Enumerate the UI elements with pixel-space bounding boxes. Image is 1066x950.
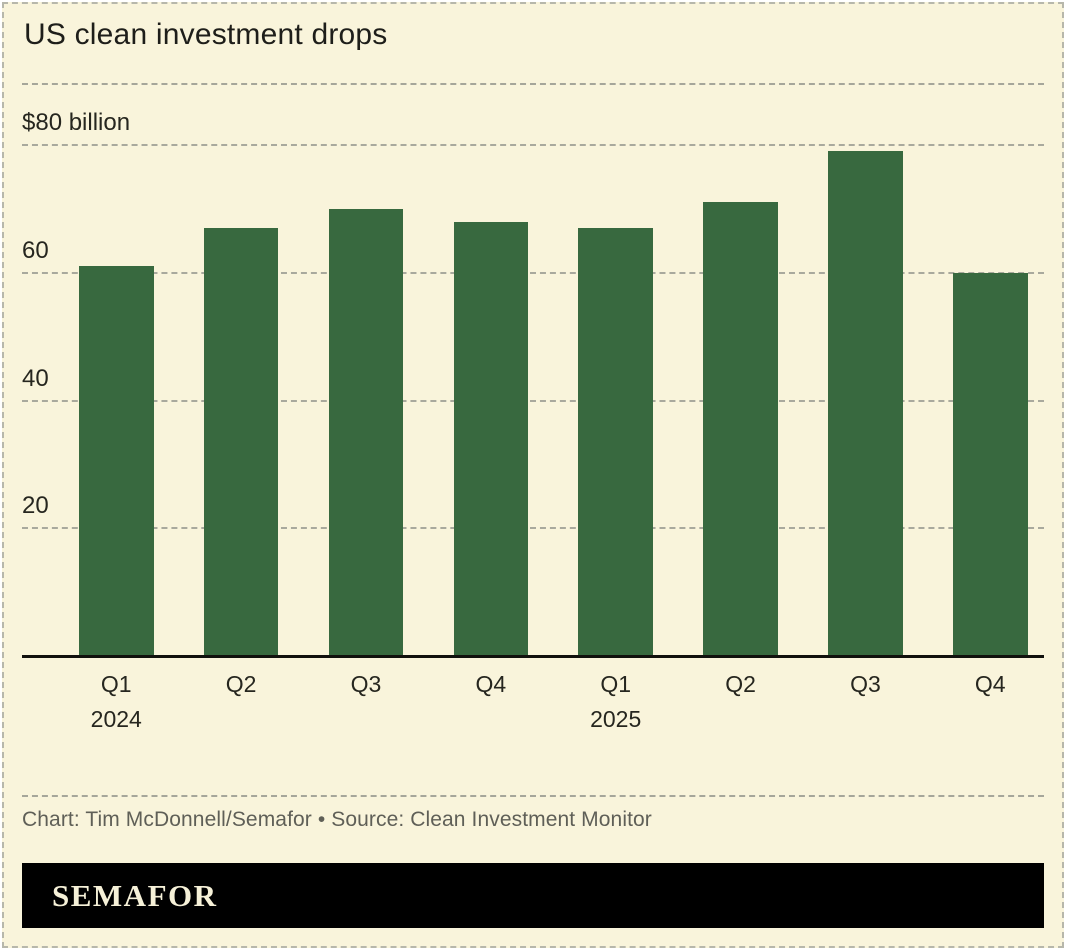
chart-credit: Chart: Tim McDonnell/Semafor • Source: C…: [22, 808, 652, 831]
semafor-wordmark: SEMAFOR: [52, 877, 218, 913]
x-tick-year: 2025: [590, 706, 642, 732]
chart-title: US clean investment drops: [24, 18, 388, 51]
footer-separator: [22, 795, 1044, 797]
x-axis-line: [22, 655, 1044, 658]
x-tick-label-q2-2025: Q2: [681, 667, 801, 702]
gridline-80: [22, 144, 1044, 146]
x-tick-quarter: Q1: [100, 671, 132, 697]
x-tick-label-q2-2024: Q2: [181, 667, 301, 702]
x-tick-quarter: Q3: [850, 671, 881, 697]
x-tick-label-q1-2024: Q1 2024: [56, 667, 176, 737]
semafor-logo-bar: SEMAFOR: [22, 863, 1044, 928]
bar-q4-2025: [953, 272, 1028, 656]
y-tick-label-40: 40: [22, 364, 49, 392]
x-tick-quarter: Q2: [725, 671, 756, 697]
gridline-40: [22, 399, 1044, 402]
bar-q1-2025: [578, 228, 653, 656]
x-tick-quarter: Q4: [475, 671, 507, 697]
y-tick-label-20: 20: [22, 492, 49, 520]
bar-q3-2025: [828, 151, 903, 656]
bar-q3-2024: [328, 208, 404, 656]
x-tick-label-q3-2024: Q3: [306, 667, 426, 702]
y-tick-label-80: $80 billion: [22, 109, 131, 136]
gridline-60: [22, 271, 1044, 274]
bar-q1-2024: [79, 266, 154, 656]
y-tick-label-60: 60: [22, 236, 49, 264]
x-tick-year: 2024: [90, 706, 142, 732]
x-tick-quarter: Q2: [225, 671, 257, 697]
x-tick-quarter: Q3: [350, 671, 382, 697]
gridline-20: [22, 527, 1044, 530]
x-tick-label-q4-2025: Q4: [930, 667, 1050, 702]
x-tick-quarter: Q4: [974, 671, 1006, 697]
bar-q2-2024: [203, 228, 279, 656]
title-separator: [22, 83, 1044, 85]
x-tick-label-q3-2025: Q3: [805, 667, 925, 702]
x-tick-label-q4-2024: Q4: [431, 667, 551, 702]
bar-q4-2024: [453, 221, 529, 656]
x-tick-quarter: Q1: [600, 671, 632, 697]
x-tick-label-q1-2025: Q1 2025: [556, 667, 676, 737]
bar-q2-2025: [703, 202, 778, 656]
